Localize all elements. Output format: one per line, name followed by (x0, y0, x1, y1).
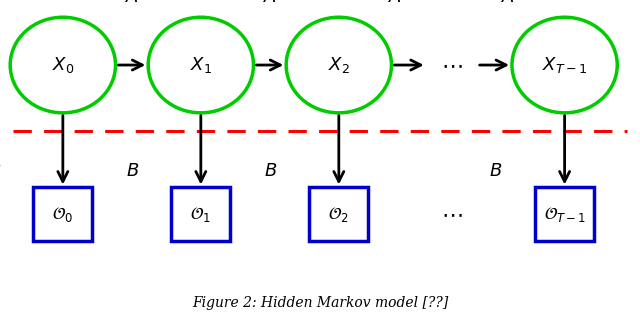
Text: $\cdots$: $\cdots$ (441, 203, 463, 225)
Text: $\cdots$: $\cdots$ (441, 54, 463, 76)
Ellipse shape (10, 17, 115, 113)
Text: $A$: $A$ (263, 0, 277, 6)
Text: $X_0$: $X_0$ (52, 55, 74, 75)
Text: $A$: $A$ (388, 0, 403, 6)
Text: $\mathcal{O}_2$: $\mathcal{O}_2$ (328, 204, 349, 224)
Ellipse shape (512, 17, 617, 113)
Text: $B$: $B$ (264, 162, 276, 180)
FancyBboxPatch shape (309, 187, 368, 241)
Text: $X_{T-1}$: $X_{T-1}$ (542, 55, 587, 75)
Text: $\mathcal{O}_0$: $\mathcal{O}_0$ (52, 204, 74, 224)
Ellipse shape (286, 17, 392, 113)
Text: $B$: $B$ (0, 162, 1, 180)
Text: $X_1$: $X_1$ (190, 55, 212, 75)
Text: $\mathcal{O}_{T-1}$: $\mathcal{O}_{T-1}$ (543, 204, 586, 224)
Ellipse shape (148, 17, 253, 113)
Text: $\mathcal{O}_1$: $\mathcal{O}_1$ (191, 204, 211, 224)
Text: $B$: $B$ (490, 162, 502, 180)
Text: $X_2$: $X_2$ (328, 55, 349, 75)
FancyBboxPatch shape (33, 187, 92, 241)
Text: $A$: $A$ (125, 0, 139, 6)
Text: $A$: $A$ (501, 0, 515, 6)
FancyBboxPatch shape (535, 187, 594, 241)
FancyBboxPatch shape (172, 187, 230, 241)
Text: $B$: $B$ (125, 162, 139, 180)
Text: Figure 2: Hidden Markov model [??]: Figure 2: Hidden Markov model [??] (192, 296, 448, 310)
